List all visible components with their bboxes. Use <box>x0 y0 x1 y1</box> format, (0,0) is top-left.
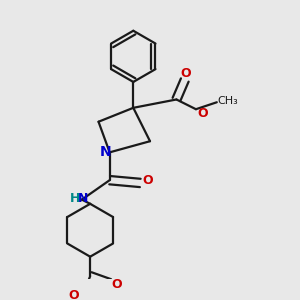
Text: N: N <box>100 145 111 159</box>
Text: H: H <box>70 192 80 205</box>
Text: O: O <box>198 107 208 120</box>
Text: O: O <box>181 67 191 80</box>
Text: O: O <box>69 289 79 300</box>
Text: O: O <box>111 278 122 291</box>
Text: CH₃: CH₃ <box>217 96 238 106</box>
Text: O: O <box>142 174 152 187</box>
Text: N: N <box>78 192 88 205</box>
